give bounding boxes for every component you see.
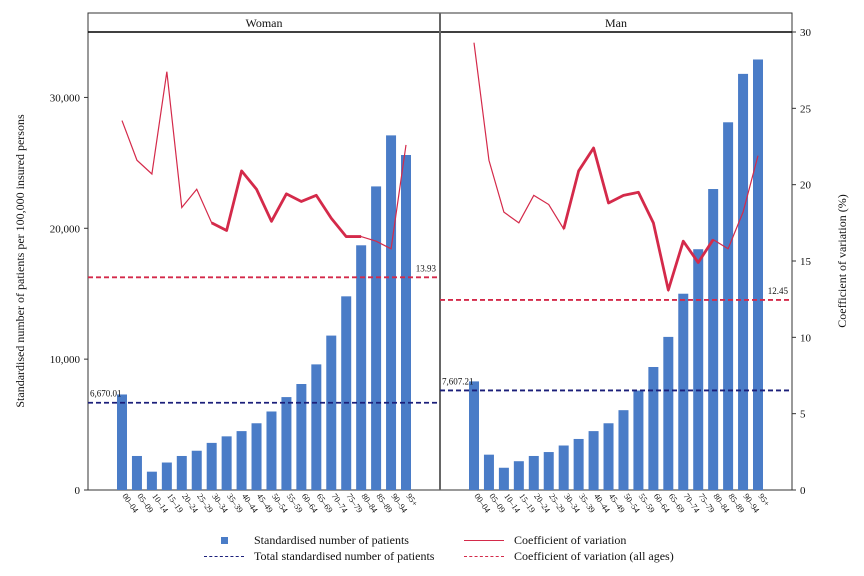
bar-80–84 <box>356 245 367 490</box>
bar-25–29 <box>191 450 202 490</box>
right-axis-tick-label: 15 <box>800 256 812 268</box>
bar-55–59 <box>633 390 644 490</box>
chart-legend: Standardised number of patients Coeffici… <box>0 530 864 570</box>
legend-item-cv: Coefficient of variation <box>460 532 626 548</box>
bar-65–69 <box>663 336 674 490</box>
bar-40–44 <box>236 431 247 490</box>
chart-svg: 0 10,000 20,000 30,000 0 5 10 15 20 25 30 Standardi… <box>13 12 849 515</box>
cv-line <box>211 169 362 238</box>
bar-05–09 <box>483 454 494 490</box>
left-axis-tick-label: 20,000 <box>50 223 81 235</box>
bar-15–19 <box>513 461 524 490</box>
bar-00–04 <box>469 381 479 490</box>
bar-55–59 <box>281 397 292 490</box>
bar-40–44 <box>588 431 599 490</box>
bar-65–69 <box>311 364 322 490</box>
legend-cv-all-swatch <box>464 555 504 557</box>
bar-25–29 <box>543 452 554 490</box>
bar-95+ <box>401 155 411 490</box>
bar-10–14 <box>498 467 509 490</box>
panel-title: Woman <box>245 16 282 30</box>
right-axis-tick-label: 30 <box>800 27 812 39</box>
left-axis-tick-label: 30,000 <box>50 92 81 104</box>
right-axis-tick-label: 20 <box>800 180 812 192</box>
legend-bar-swatch <box>220 536 228 544</box>
bar-05–09 <box>131 455 142 490</box>
bar-15–19 <box>161 462 172 490</box>
right-axis-tick-label: 5 <box>800 409 806 421</box>
bar-75–79 <box>693 249 704 490</box>
bar-90–94 <box>386 135 397 490</box>
legend-total-swatch <box>204 555 244 557</box>
right-axis-tick-label: 25 <box>800 103 812 115</box>
total-patients-label: 7,607.21 <box>442 376 474 386</box>
cv-all-ages-line <box>121 71 407 250</box>
cv-line <box>562 146 715 292</box>
bar-00–04 <box>117 394 127 490</box>
bar-75–79 <box>341 296 352 490</box>
bar-45–49 <box>251 423 262 490</box>
bar-90–94 <box>738 73 749 491</box>
legend-cv-all-label: Coefficient of variation (all ages) <box>514 548 674 563</box>
legend-item-total: Total standardised number of patients <box>200 548 434 564</box>
bar-60–64 <box>296 384 307 490</box>
bar-30–34 <box>558 445 569 490</box>
right-axis-tick-label: 0 <box>800 485 806 497</box>
bar-60–64 <box>648 366 659 490</box>
left-axis-title: Standardised number of patients per 100,… <box>13 114 27 408</box>
bar-95+ <box>753 59 763 490</box>
legend-item-cv-all: Coefficient of variation (all ages) <box>460 548 674 564</box>
bar-35–39 <box>573 438 584 490</box>
legend-bar-label: Standardised number of patients <box>254 532 409 547</box>
bar-35–39 <box>221 436 232 490</box>
bar-50–54 <box>618 410 629 490</box>
total-cv-label: 13.93 <box>416 263 437 273</box>
bar-50–54 <box>266 411 277 490</box>
left-axis-tick-label: 0 <box>75 485 81 497</box>
legend-cv-label: Coefficient of variation <box>514 532 627 547</box>
bar-70–74 <box>678 293 689 490</box>
right-axis-title: Coefficient of variation (%) <box>835 194 849 327</box>
bar-80–84 <box>708 189 719 490</box>
right-axis-tick-label: 10 <box>800 332 812 344</box>
bar-20–24 <box>176 455 187 490</box>
bar-85–89 <box>723 122 734 490</box>
bar-70–74 <box>326 335 337 490</box>
bar-20–24 <box>528 455 539 490</box>
left-axis-tick-label: 10,000 <box>50 354 81 366</box>
panel-title: Man <box>605 16 627 30</box>
bar-10–14 <box>146 471 157 490</box>
total-patients-label: 6,670.01 <box>90 389 122 399</box>
legend-item-bar: Standardised number of patients <box>200 532 409 548</box>
legend-total-label: Total standardised number of patients <box>254 548 435 563</box>
bar-45–49 <box>603 423 614 490</box>
total-cv-label: 12.45 <box>768 286 789 296</box>
bar-85–89 <box>371 186 382 490</box>
bar-30–34 <box>206 442 217 490</box>
legend-cv-swatch <box>464 539 504 541</box>
